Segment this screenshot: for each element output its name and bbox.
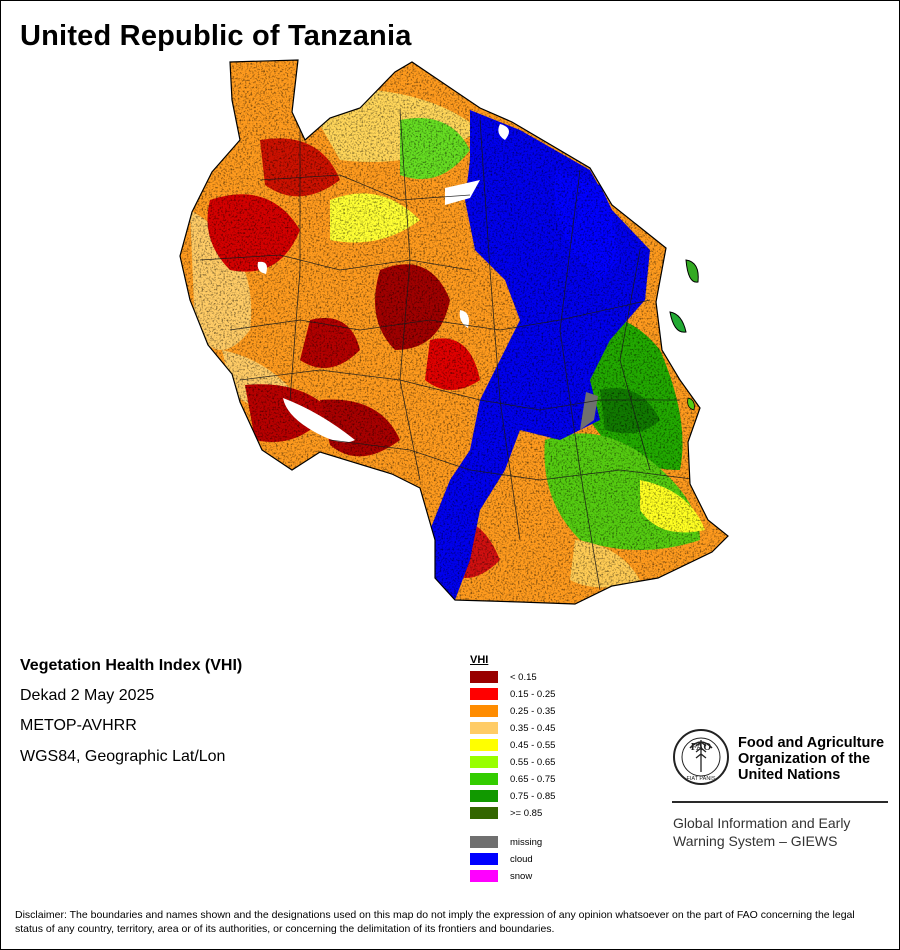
fao-emblem-text: FAO: [691, 742, 712, 753]
legend-swatch: [470, 870, 498, 882]
vhi-raster: [180, 60, 728, 604]
projection-label: WGS84, Geographic Lat/Lon: [20, 748, 226, 765]
legend-label: snow: [510, 870, 533, 882]
legend-label: 0.35 - 0.45: [510, 722, 556, 734]
fao-emblem-icon: FAO FIAT PANIS: [673, 729, 729, 785]
fao-name-line: Organization of the: [738, 751, 871, 767]
legend-item: snow: [470, 870, 532, 882]
map-title: United Republic of Tanzania: [20, 20, 412, 52]
legend-label: 0.15 - 0.25: [510, 688, 556, 700]
legend-swatch: [470, 756, 498, 768]
legend-label: 0.25 - 0.35: [510, 705, 556, 717]
legend-swatch: [470, 773, 498, 785]
legend-label: 0.75 - 0.85: [510, 790, 556, 802]
legend-swatch: [470, 671, 498, 683]
disclaimer: Disclaimer: The boundaries and names sho…: [15, 909, 855, 935]
legend-item: 0.65 - 0.75: [470, 773, 555, 785]
legend-item: 0.35 - 0.45: [470, 722, 555, 734]
legend-label: 0.55 - 0.65: [510, 756, 556, 768]
legend-item: cloud: [470, 853, 533, 865]
legend-item: < 0.15: [470, 671, 537, 683]
legend-swatch: [470, 722, 498, 734]
fao-name-line: United Nations: [738, 767, 841, 783]
legend-item: 0.15 - 0.25: [470, 688, 555, 700]
giews-line: Warning System – GIEWS: [673, 833, 838, 849]
sensor-label: METOP-AVHRR: [20, 717, 137, 734]
legend-swatch: [470, 790, 498, 802]
legend-label: cloud: [510, 853, 533, 865]
legend-item: 0.25 - 0.35: [470, 705, 555, 717]
legend-swatch: [470, 807, 498, 819]
index-name: Vegetation Health Index (VHI): [20, 657, 243, 674]
legend-swatch: [470, 739, 498, 751]
legend-label: missing: [510, 836, 543, 848]
fao-organization-name: Food and Agriculture Organization of the…: [738, 735, 884, 783]
legend-item: missing: [470, 836, 542, 848]
legend-label: 0.65 - 0.75: [510, 773, 556, 785]
giews-label: Global Information and Early Warning Sys…: [673, 814, 850, 850]
fao-name-line: Food and Agriculture: [738, 735, 885, 751]
period-label: Dekad 2 May 2025: [20, 687, 155, 704]
vhi-map: [179, 59, 729, 605]
fao-emblem-motto: FIAT PANIS: [686, 776, 715, 782]
legend-item: 0.75 - 0.85: [470, 790, 555, 802]
legend-label: < 0.15: [510, 671, 537, 683]
legend-item: 0.55 - 0.65: [470, 756, 555, 768]
divider: [672, 801, 888, 803]
legend-swatch: [470, 836, 498, 848]
giews-line: Global Information and Early: [673, 815, 851, 831]
legend-label: >= 0.85: [510, 807, 543, 819]
legend-item: >= 0.85: [470, 807, 542, 819]
legend-label: 0.45 - 0.55: [510, 739, 556, 751]
legend-swatch: [470, 688, 498, 700]
legend-item: 0.45 - 0.55: [470, 739, 555, 751]
legend-title: VHI: [470, 654, 489, 666]
legend-swatch: [470, 705, 498, 717]
legend-swatch: [470, 853, 498, 865]
